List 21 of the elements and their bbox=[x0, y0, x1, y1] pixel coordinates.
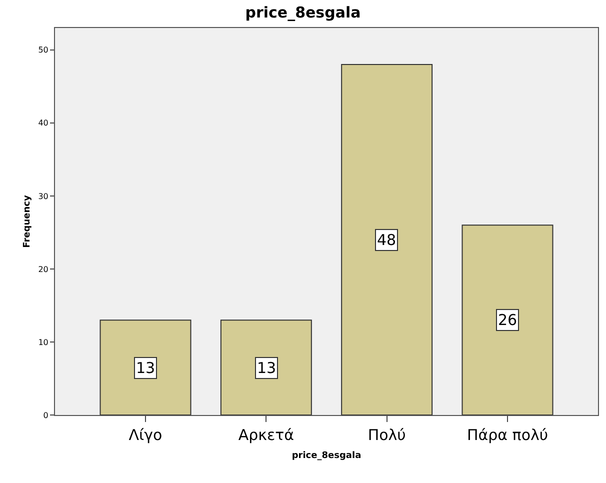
x-tick-label: Λίγο bbox=[128, 426, 162, 444]
data-label: 26 bbox=[498, 311, 518, 329]
y-tick-label: 20 bbox=[38, 264, 48, 274]
bar bbox=[220, 320, 312, 415]
x-tick-label: Πολύ bbox=[368, 426, 406, 444]
y-tick-label: 40 bbox=[38, 118, 48, 128]
data-label: 48 bbox=[377, 231, 396, 249]
y-tick-label: 10 bbox=[38, 338, 48, 347]
y-tick-label: 30 bbox=[38, 192, 48, 201]
data-label: 13 bbox=[136, 359, 156, 377]
chart-title: price_8esgala bbox=[245, 4, 361, 22]
y-tick-label: 0 bbox=[43, 410, 48, 420]
y-tick-label: 50 bbox=[38, 46, 48, 55]
x-tick-label: Αρκετά bbox=[238, 426, 294, 444]
x-tick-label: Πάρα πολύ bbox=[466, 426, 548, 444]
bar bbox=[100, 320, 192, 415]
data-label: 13 bbox=[257, 359, 276, 377]
x-axis-title: price_8esgala bbox=[292, 450, 362, 461]
bar bbox=[462, 224, 554, 415]
bar bbox=[341, 64, 433, 415]
y-axis-title: Frequency bbox=[22, 195, 33, 248]
